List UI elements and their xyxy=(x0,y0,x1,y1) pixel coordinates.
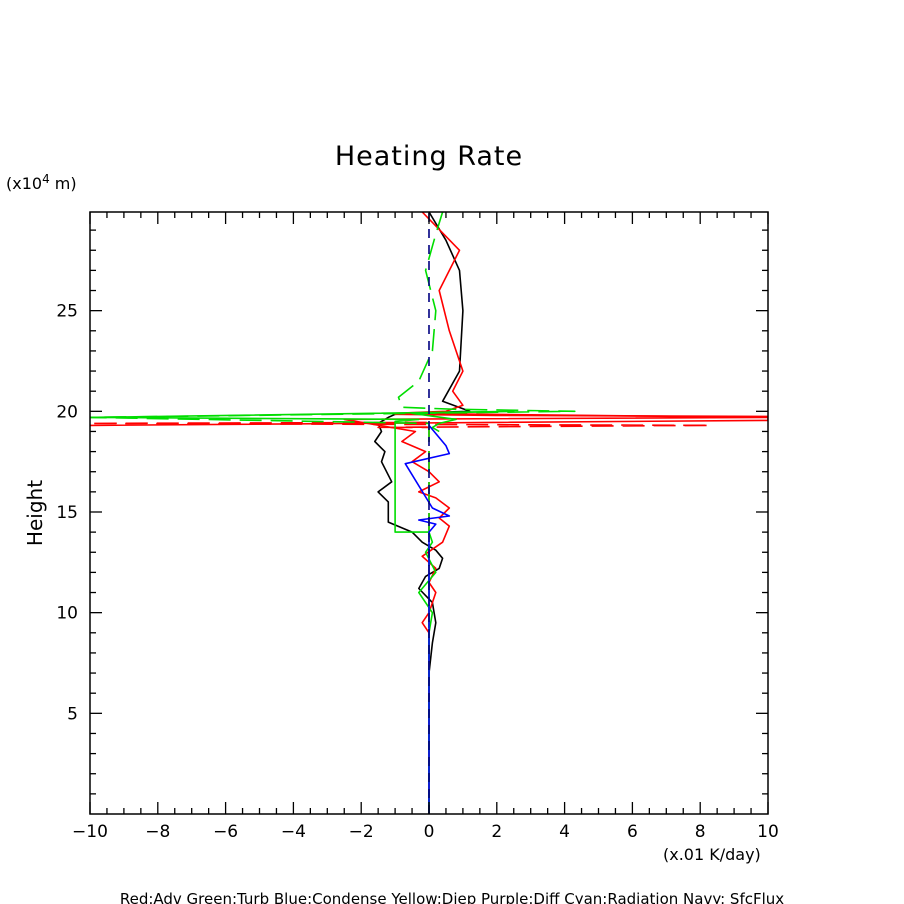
tick-layer: −10 −8 −6 −4 −2 0 2 4 6 8 10 5 10 15 20 25 xyxy=(56,212,779,842)
x-tick-label: −2 xyxy=(349,822,374,842)
series-line-5 xyxy=(90,212,576,814)
x-tick-label: −10 xyxy=(72,822,108,842)
x-axis-units-label: (x.01 K/day) xyxy=(663,845,761,864)
x-tick-label: −6 xyxy=(213,822,238,842)
x-tick-label: 2 xyxy=(491,822,502,842)
y-tick-label: 20 xyxy=(56,402,78,422)
plot-frame xyxy=(89,211,769,815)
x-tick-label: 6 xyxy=(627,822,638,842)
x-tick-label: 8 xyxy=(695,822,706,842)
y-tick-label: 5 xyxy=(67,704,78,724)
series-line-4 xyxy=(90,410,515,814)
y-tick-label: 10 xyxy=(56,604,78,624)
y-units-prefix: (x10 xyxy=(6,174,42,193)
y-units-label: (x104 m) xyxy=(6,172,77,193)
y-axis-label: Height xyxy=(23,480,47,546)
x-tick-label: 10 xyxy=(757,822,779,842)
series-line-1 xyxy=(343,212,768,814)
series-line-2 xyxy=(90,421,712,814)
x-tick-label: 0 xyxy=(424,822,435,842)
series-line-0 xyxy=(373,212,471,814)
x-tick-label: −4 xyxy=(281,822,306,842)
y-units-suffix: m) xyxy=(50,174,77,193)
y-tick-label: 25 xyxy=(56,302,78,322)
legend-text: Red:Adv Green:Turb Blue:Condense Yellow:… xyxy=(120,890,784,904)
series-line-6 xyxy=(404,424,451,814)
chart-title: Heating Rate xyxy=(335,141,523,172)
y-tick-label: 15 xyxy=(56,503,78,523)
y-units-exponent: 4 xyxy=(42,172,50,186)
x-tick-label: −8 xyxy=(145,822,170,842)
series-layer xyxy=(90,212,768,814)
x-tick-label: 4 xyxy=(559,822,570,842)
